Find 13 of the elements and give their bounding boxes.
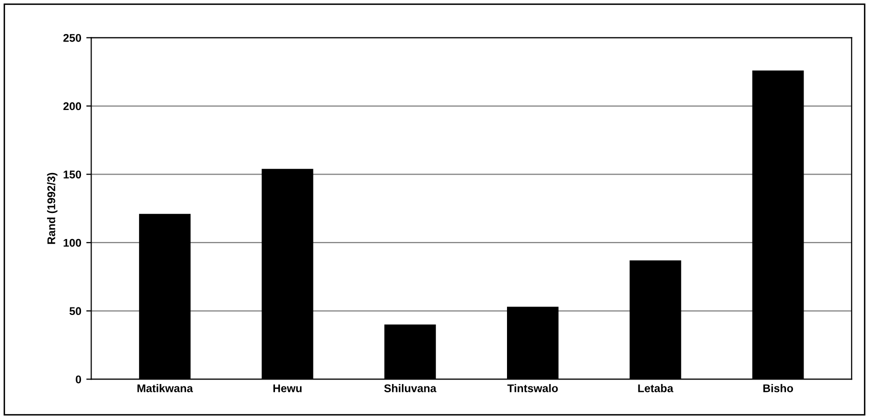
y-tick-label: 0 [76, 375, 82, 384]
x-tick-label: Bisho [763, 384, 794, 392]
x-tick-label: Tintswalo [507, 384, 558, 392]
x-tick-label: Hewu [273, 384, 302, 392]
x-tick-label: Letaba [638, 384, 674, 392]
y-tick-label: 250 [63, 34, 82, 42]
x-tick-label: Matikwana [137, 384, 193, 392]
y-tick-label: 100 [64, 238, 82, 247]
y-axis-title: Rand (1992/3) [47, 172, 58, 244]
y-tick-label: 50 [70, 307, 82, 316]
y-tick-label: 150 [64, 170, 82, 178]
y-tick-label: 200 [63, 102, 82, 110]
x-tick-label: Shiluvana [384, 384, 436, 392]
